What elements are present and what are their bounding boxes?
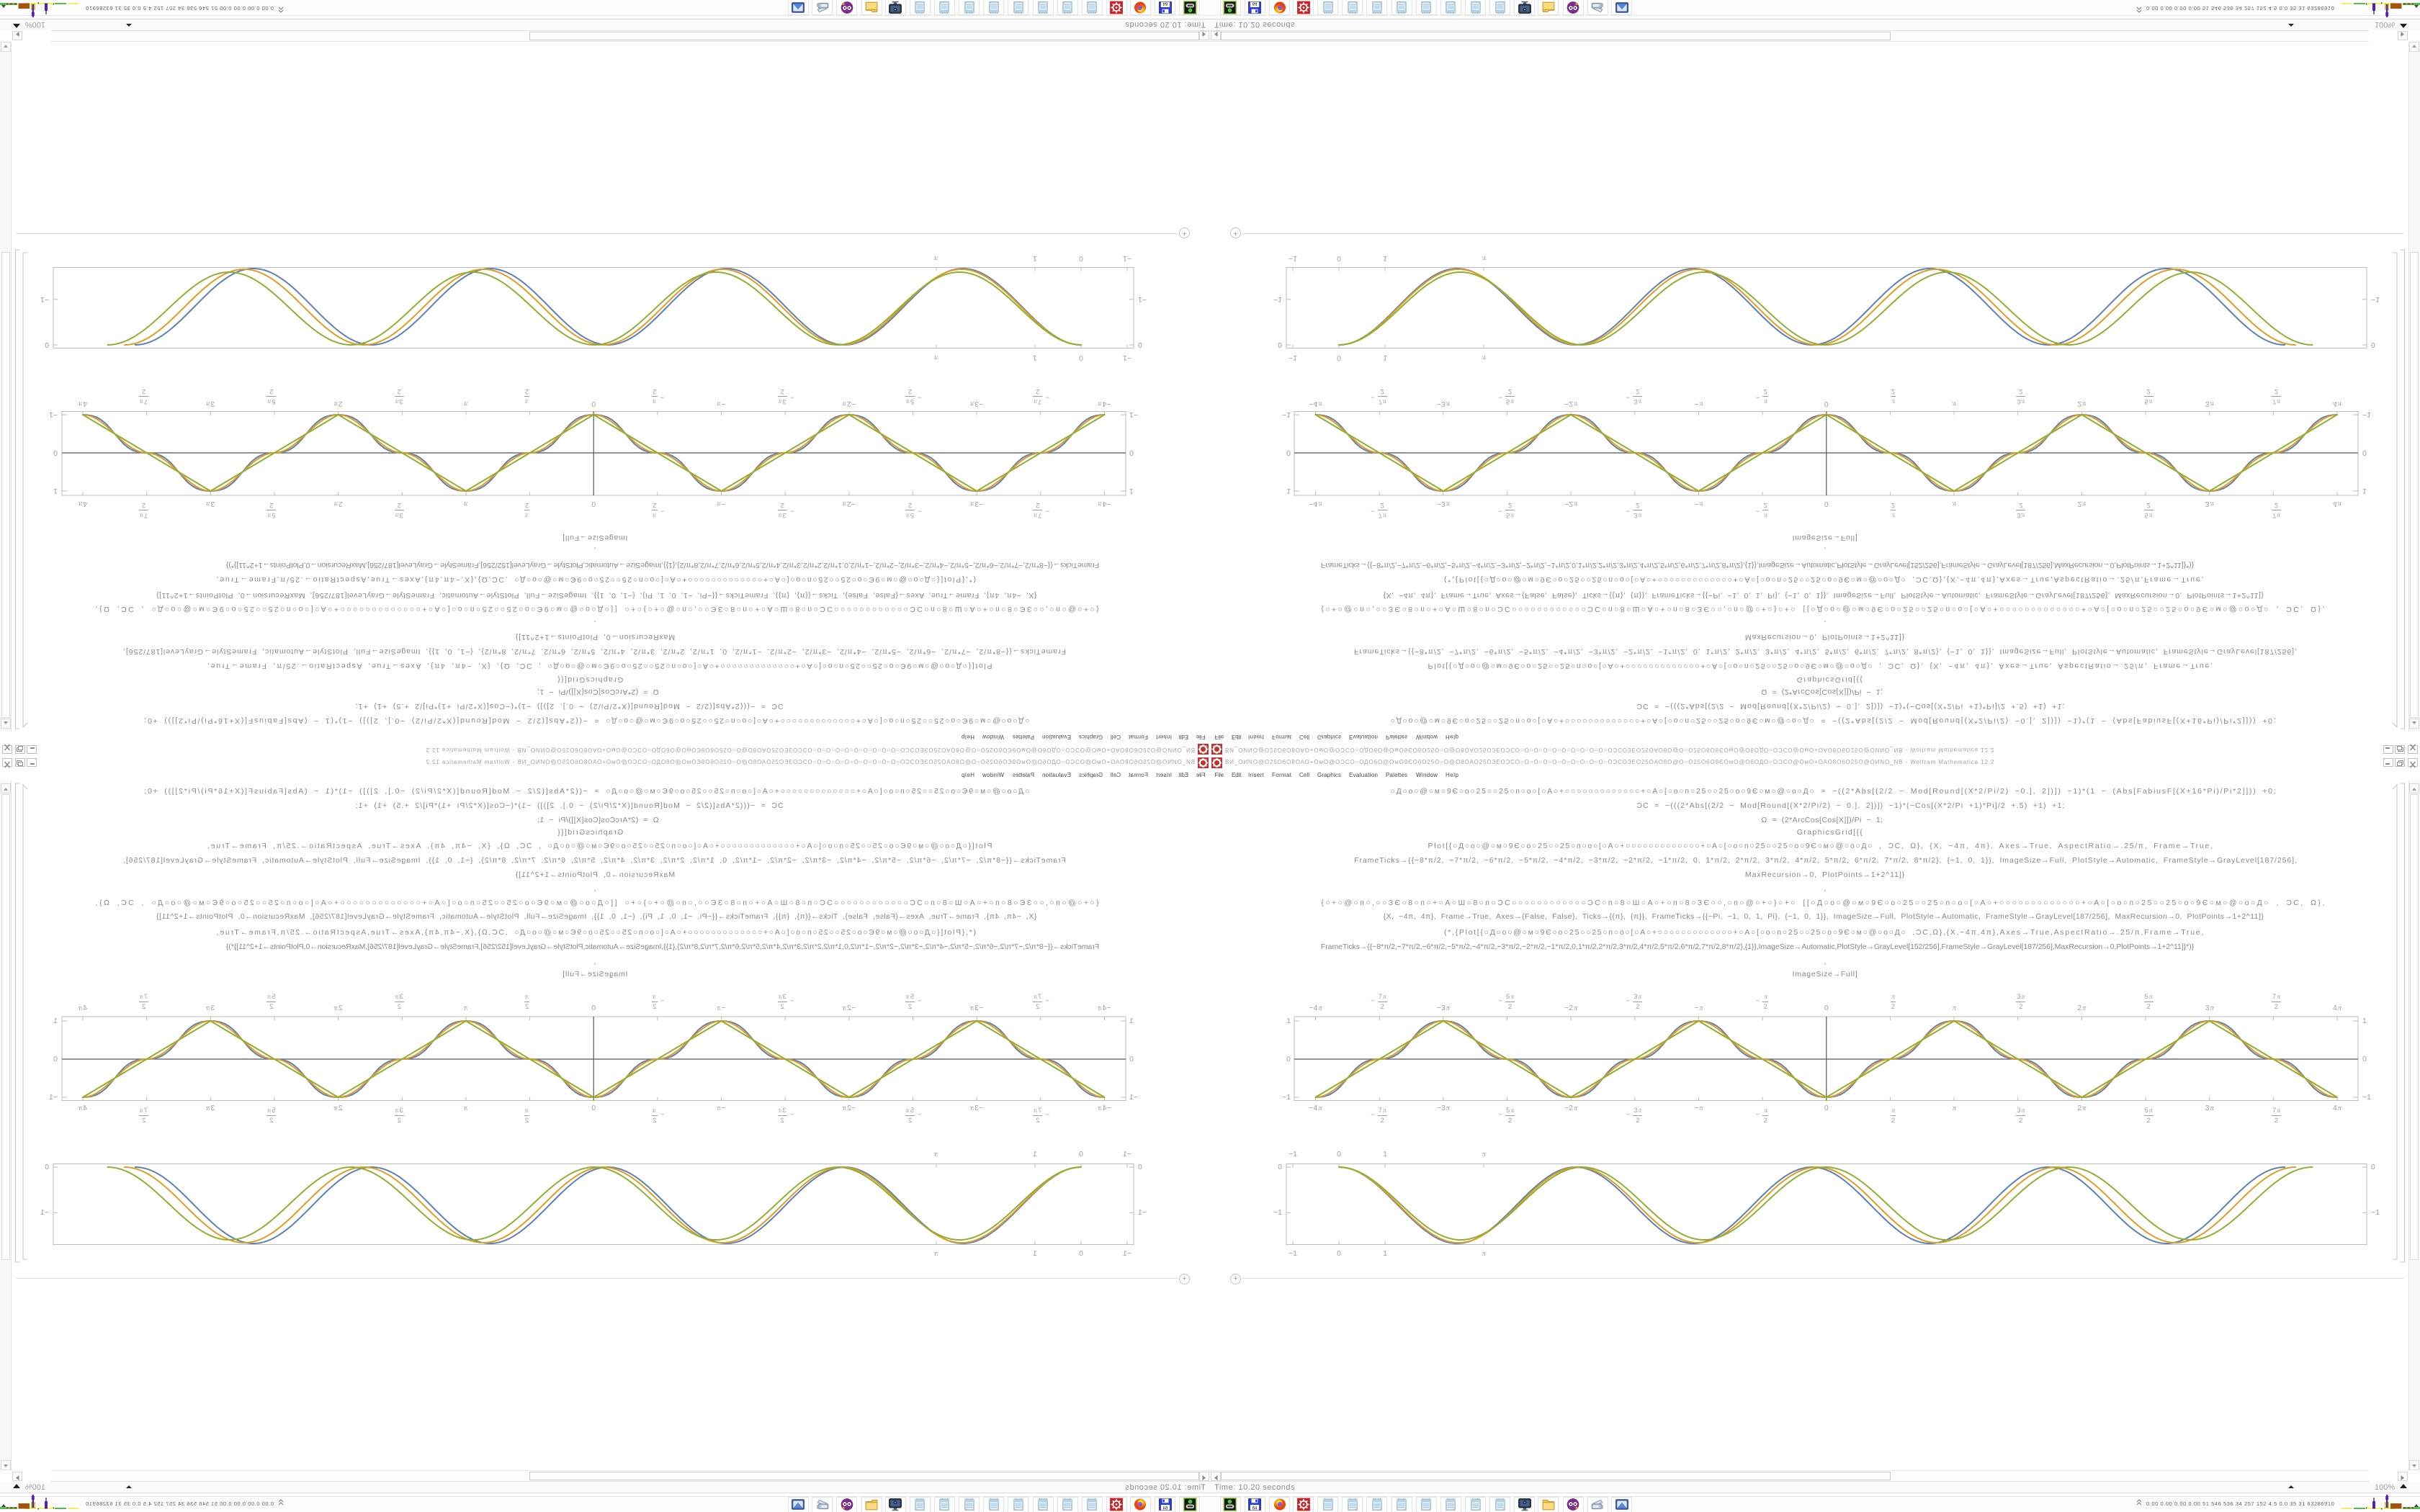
svg-text:64: 64 <box>1252 1506 1258 1511</box>
svg-text:64: 64 <box>1162 1506 1168 1511</box>
svg-text:64: 64 <box>1162 1 1168 6</box>
svg-text:64: 64 <box>1252 1 1258 6</box>
